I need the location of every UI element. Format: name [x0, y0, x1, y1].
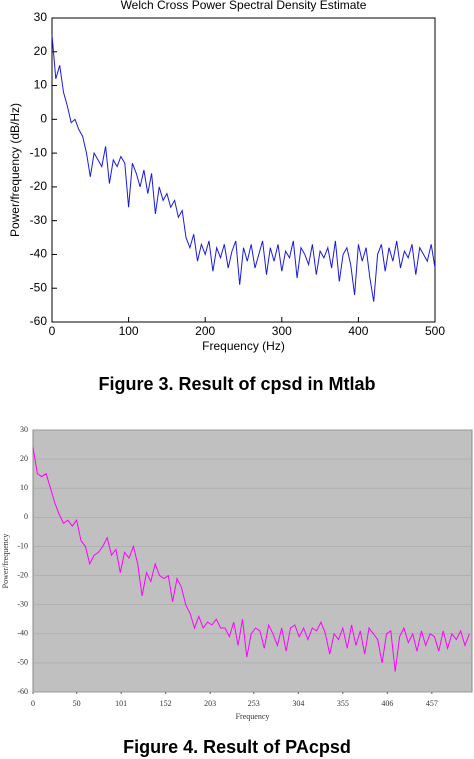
- y-axis-label: Power/frequency (dB/Hz): [8, 103, 22, 237]
- x-tick-label: 50: [73, 699, 81, 708]
- plot-area: [32, 429, 473, 693]
- y-tick-label: 20: [34, 44, 48, 58]
- y-tick-label: -50: [30, 280, 48, 294]
- x-axis-label: Frequency: [236, 712, 270, 721]
- x-tick-label: 0: [31, 699, 35, 708]
- x-tick-label: 0: [49, 324, 56, 338]
- x-tick-label: 101: [115, 699, 127, 708]
- y-tick-label: -30: [30, 213, 48, 227]
- x-tick-label: 152: [160, 699, 172, 708]
- x-tick-label: 200: [195, 324, 215, 338]
- y-tick-label: 30: [34, 10, 48, 24]
- y-tick-label: -10: [30, 145, 48, 159]
- caption: Figure 4. Result of PAcpsd: [123, 737, 351, 757]
- y-tick-label: -50: [17, 658, 28, 667]
- y-tick-label: 0: [40, 112, 47, 126]
- x-tick-label: 100: [119, 324, 139, 338]
- y-tick-label: -60: [30, 314, 48, 328]
- y-tick-label: -20: [30, 179, 48, 193]
- data-line: [51, 34, 436, 302]
- x-axis-label: Frequency (Hz): [202, 339, 285, 353]
- y-tick-label: 10: [20, 483, 28, 492]
- y-tick-label: -30: [17, 599, 28, 608]
- x-tick-label: 300: [272, 324, 292, 338]
- y-tick-label: -40: [17, 629, 28, 638]
- caption: Figure 3. Result of cpsd in Mtlab: [98, 374, 375, 394]
- x-tick-label: 400: [348, 324, 368, 338]
- x-tick-label: 203: [204, 699, 216, 708]
- y-tick-label: 10: [34, 78, 48, 92]
- y-tick-label: 30: [20, 425, 28, 434]
- y-tick-label: -40: [30, 247, 48, 261]
- y-tick-label: -60: [17, 687, 28, 696]
- x-tick-label: 406: [381, 699, 393, 708]
- data-line: [32, 447, 470, 672]
- x-tick-label: 253: [248, 699, 260, 708]
- y-axis-label: Power/frequency: [1, 534, 10, 589]
- chart-title: Welch Cross Power Spectral Density Estim…: [121, 0, 367, 12]
- y-tick-label: 0: [24, 512, 28, 521]
- x-tick-label: 355: [337, 699, 349, 708]
- x-tick-label: 500: [425, 324, 445, 338]
- y-tick-label: -10: [17, 541, 28, 550]
- x-tick-label: 304: [292, 699, 304, 708]
- y-tick-label: 20: [20, 454, 28, 463]
- x-tick-label: 457: [426, 699, 438, 708]
- plot-area: [51, 17, 436, 323]
- y-tick-label: -20: [17, 570, 28, 579]
